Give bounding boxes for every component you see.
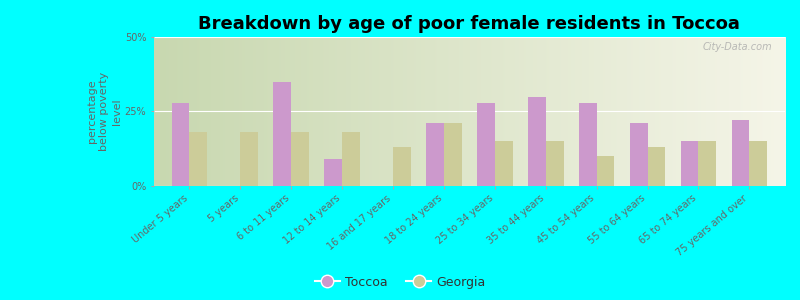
Bar — [630, 123, 647, 186]
Bar — [647, 147, 666, 186]
Bar — [546, 141, 563, 186]
Y-axis label: percentage
below poverty
level: percentage below poverty level — [87, 72, 122, 151]
Bar — [444, 123, 462, 186]
Bar — [274, 82, 291, 186]
Bar — [477, 103, 495, 186]
Bar — [528, 97, 546, 186]
Bar — [342, 132, 360, 186]
Bar — [698, 141, 716, 186]
Text: City-Data.com: City-Data.com — [702, 42, 772, 52]
Bar — [731, 120, 750, 186]
Bar — [172, 103, 190, 186]
Bar — [750, 141, 767, 186]
Bar — [495, 141, 513, 186]
Bar — [190, 132, 207, 186]
Legend: Toccoa, Georgia: Toccoa, Georgia — [310, 271, 490, 294]
Title: Breakdown by age of poor female residents in Toccoa: Breakdown by age of poor female resident… — [198, 15, 740, 33]
Bar — [597, 156, 614, 186]
Bar — [324, 159, 342, 186]
Bar — [579, 103, 597, 186]
Bar — [240, 132, 258, 186]
Bar — [426, 123, 444, 186]
Bar — [393, 147, 411, 186]
Bar — [681, 141, 698, 186]
Bar — [291, 132, 309, 186]
